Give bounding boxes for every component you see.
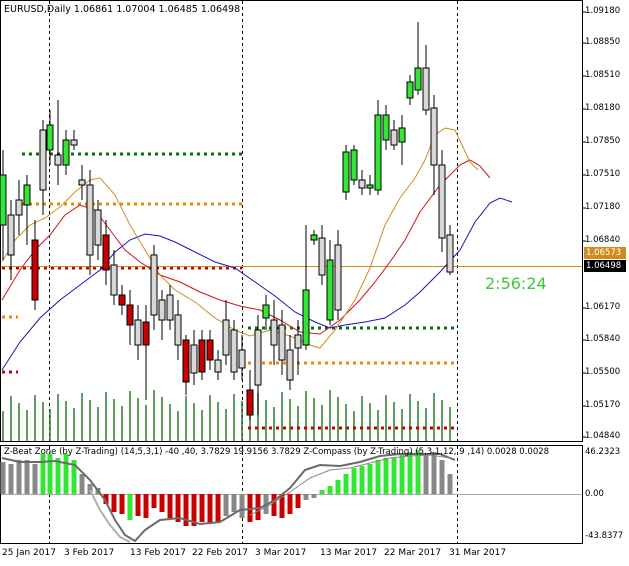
candle-body xyxy=(118,294,126,306)
price-label: 1.04840 xyxy=(585,431,621,441)
price-label: 1.09180 xyxy=(585,6,621,16)
candle-body xyxy=(102,234,110,271)
price-label: 1.06840 xyxy=(585,235,621,245)
candle-body xyxy=(350,149,358,181)
candle-body xyxy=(398,127,406,143)
candle-body xyxy=(406,81,414,99)
symbol-header: EURUSD,Daily 1.06861 1.07004 1.06485 1.0… xyxy=(4,4,241,15)
price-box-current: 1.06498 xyxy=(584,260,626,272)
time-label: 31 Mar 2017 xyxy=(449,548,507,558)
candle-body xyxy=(190,344,198,374)
oscillator-fast-line xyxy=(89,489,131,543)
candle-body xyxy=(230,329,238,373)
price-label: 1.05840 xyxy=(585,334,621,344)
price-label: 1.05500 xyxy=(585,367,621,377)
indicator-header: Z-Beat Zone (by Z-Trading) (14,5,3,1) -4… xyxy=(4,447,550,457)
candle-body xyxy=(174,314,182,346)
candle-body xyxy=(54,154,62,166)
candle-body xyxy=(206,339,214,361)
candle-body xyxy=(246,389,254,416)
candle-body xyxy=(94,209,102,246)
time-label: 13 Feb 2017 xyxy=(130,548,187,558)
candle-body xyxy=(286,349,294,381)
oscillator-histogram xyxy=(0,450,453,526)
indicator-axis-label: -43.8377 xyxy=(585,531,624,541)
time-label: 22 Mar 2017 xyxy=(384,548,442,558)
candle-body xyxy=(262,304,270,319)
candle-body xyxy=(390,129,398,146)
candle-body xyxy=(142,321,150,346)
candle-body xyxy=(366,184,374,189)
price-box-orange: 1.06573 xyxy=(584,247,626,259)
time-label: 13 Mar 2017 xyxy=(320,548,378,558)
candle-body xyxy=(198,339,206,373)
candle-body xyxy=(78,179,86,186)
candle-body xyxy=(254,329,262,386)
price-axis-ticks xyxy=(582,11,586,438)
candle-body xyxy=(15,199,23,216)
candle-body xyxy=(0,174,7,226)
candle-body xyxy=(222,319,230,356)
candle-body xyxy=(166,294,174,321)
oscillator-signal-line xyxy=(1,453,456,543)
bar-countdown: 2:56:24 xyxy=(485,274,547,293)
candle-body xyxy=(23,184,31,206)
candles xyxy=(0,22,454,420)
candle-body xyxy=(70,139,78,146)
candle-body xyxy=(334,244,342,311)
candle-body xyxy=(126,304,134,326)
candle-body xyxy=(374,114,382,191)
time-label: 3 Feb 2017 xyxy=(64,548,115,558)
candle-body xyxy=(278,324,286,361)
volume-bars xyxy=(2,390,451,441)
candle-body xyxy=(382,114,390,141)
price-label: 1.07180 xyxy=(585,202,621,212)
oscillator-thin-line xyxy=(249,454,451,516)
candle-body xyxy=(270,319,278,346)
candle-body xyxy=(46,124,54,151)
candle-body xyxy=(62,139,70,166)
level-lines xyxy=(2,152,455,430)
candle-body xyxy=(150,254,158,316)
candle-body xyxy=(430,107,438,166)
indicator-axis-label: 46.2323 xyxy=(585,447,621,457)
price-label: 1.06170 xyxy=(585,302,621,312)
ma-slow-line xyxy=(1,197,513,371)
price-label: 1.08850 xyxy=(585,37,621,47)
candle-body xyxy=(39,129,47,191)
candle-body xyxy=(214,359,222,373)
candle-body xyxy=(438,164,446,239)
candle-body xyxy=(310,234,318,241)
candle-body xyxy=(238,349,246,369)
price-label: 1.08180 xyxy=(585,103,621,113)
price-label: 1.07850 xyxy=(585,136,621,146)
candle-body xyxy=(31,239,39,301)
candle-body xyxy=(294,334,302,349)
candle-body xyxy=(182,339,190,383)
price-label: 1.08510 xyxy=(585,70,621,80)
price-label: 1.05170 xyxy=(585,400,621,410)
candle-body xyxy=(422,67,430,111)
candle-body xyxy=(446,234,454,273)
candle-body xyxy=(7,214,15,256)
candle-body xyxy=(302,289,310,346)
ma-mid-line xyxy=(1,159,491,335)
candle-body xyxy=(318,237,326,276)
indicator-axis-label: 0.00 xyxy=(585,489,604,499)
candle-body xyxy=(110,264,118,296)
candle-body xyxy=(158,299,166,321)
time-label: 3 Mar 2017 xyxy=(255,548,307,558)
candle-body xyxy=(134,319,142,346)
indicator-panel-frame xyxy=(0,445,583,544)
time-label: 25 Jan 2017 xyxy=(2,548,56,558)
price-label: 1.07510 xyxy=(585,169,621,179)
time-label: 22 Feb 2017 xyxy=(192,548,249,558)
candle-body xyxy=(358,179,366,189)
candle-body xyxy=(86,184,94,256)
candle-body xyxy=(414,67,422,91)
candle-body xyxy=(342,151,350,193)
candle-body xyxy=(326,259,334,321)
